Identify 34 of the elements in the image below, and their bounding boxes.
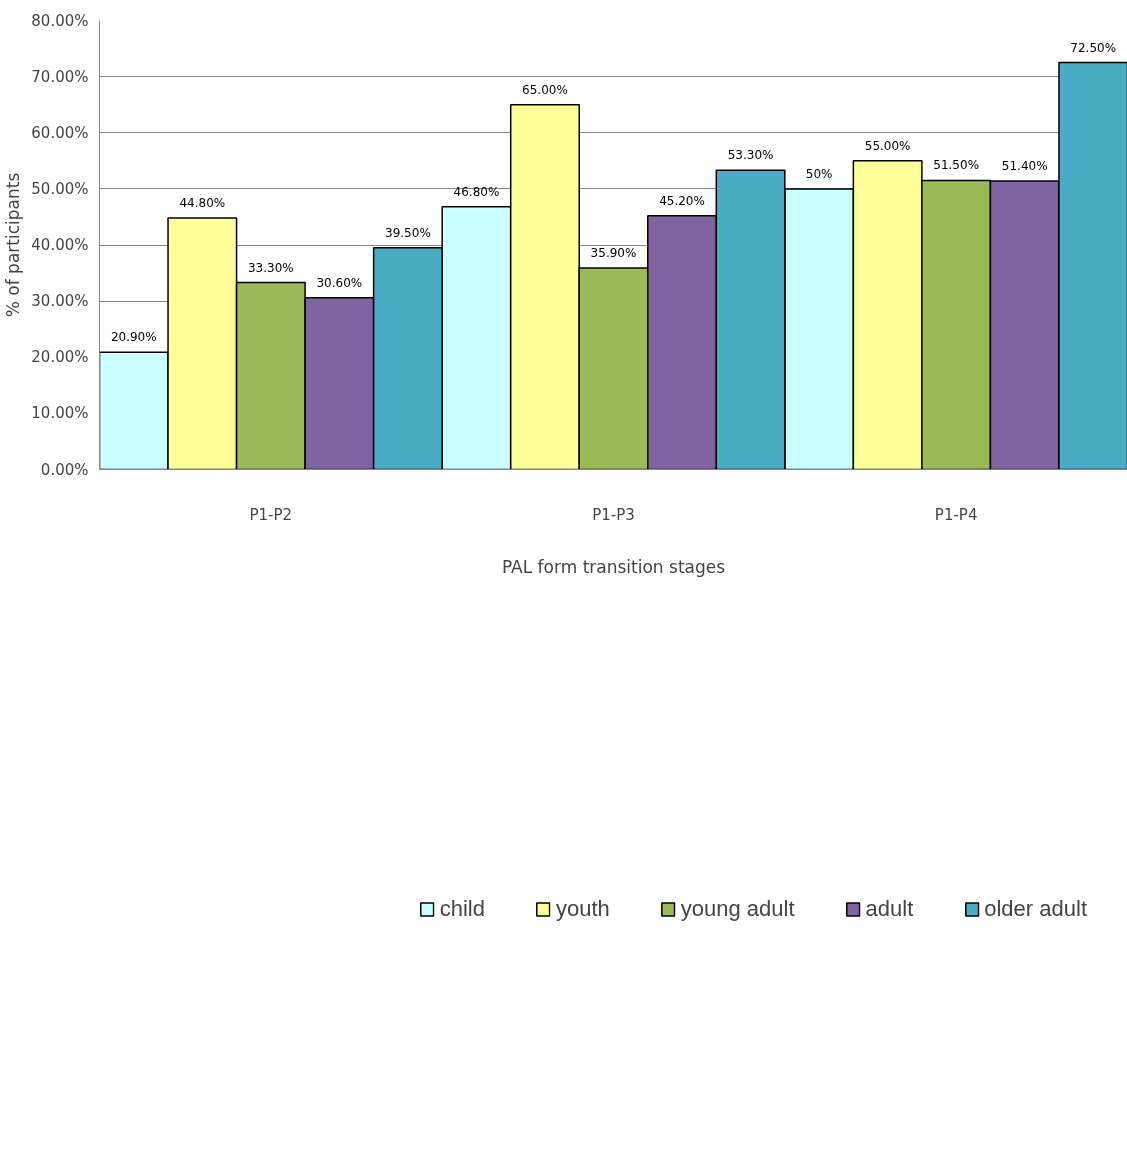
data-label: 46.80% <box>453 184 500 199</box>
y-tick-label: 0.00% <box>40 460 89 479</box>
data-label: 45.20% <box>659 193 705 208</box>
y-tick-label: 80.00% <box>31 11 89 30</box>
data-label: 50% <box>805 166 833 181</box>
y-tick-label: 70.00% <box>31 67 89 86</box>
data-label: 72.50% <box>1070 40 1117 55</box>
data-label: 39.50% <box>385 225 431 240</box>
data-label: 53.30% <box>727 148 774 163</box>
x-tick-label: P1-P2 <box>249 505 293 524</box>
x-axis-title: PAL form transition stages <box>501 556 726 577</box>
legend-label: youth <box>555 896 610 922</box>
y-tick-label: 40.00% <box>31 236 89 254</box>
x-tick-label: P1-P4 <box>934 505 978 524</box>
y-tick-label: 20.00% <box>31 348 89 367</box>
data-label: 65.00% <box>522 82 568 97</box>
data-label: 44.80% <box>179 196 226 211</box>
data-label: 33.30% <box>247 260 294 275</box>
x-tick-label: P1-P3 <box>592 505 635 524</box>
y-tick-label: 10.00% <box>31 404 89 423</box>
data-label: 20.90% <box>110 330 157 345</box>
data-label: 30.60% <box>316 275 363 290</box>
legend-label: young adult <box>680 896 795 922</box>
data-label: 55.00% <box>864 138 911 153</box>
legend-label: adult <box>865 896 914 922</box>
data-label: 51.40% <box>1001 159 1048 174</box>
y-axis-title: % of participants <box>3 172 24 318</box>
data-label: 35.90% <box>590 246 637 261</box>
y-tick-label: 60.00% <box>31 123 89 142</box>
y-tick-label: 50.00% <box>31 179 89 198</box>
y-tick-label: 30.00% <box>31 292 89 311</box>
data-label: 51.50% <box>933 158 980 173</box>
legend-label: child <box>439 896 485 922</box>
legend-label: older adult <box>984 896 1087 922</box>
